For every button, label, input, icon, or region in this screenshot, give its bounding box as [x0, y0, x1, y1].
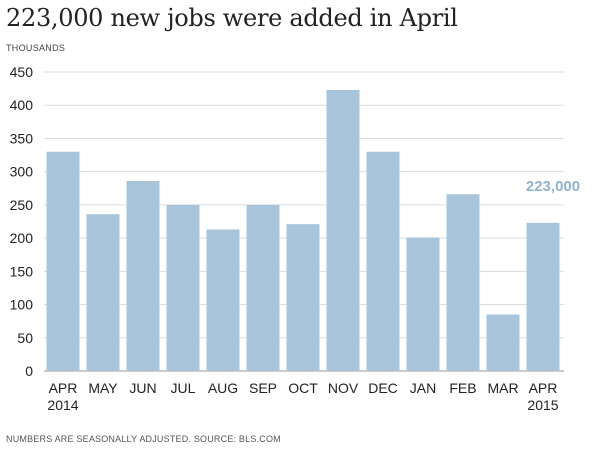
- x-tick-label: MAY: [88, 380, 118, 396]
- x-tick-label: 2014: [47, 397, 78, 413]
- y-tick-label: 0: [25, 363, 33, 379]
- y-tick-label: 300: [10, 164, 34, 180]
- bar: [206, 229, 240, 371]
- y-tick-label: 50: [17, 330, 33, 346]
- x-tick-label: SEP: [249, 380, 277, 396]
- value-annotation: 223,000: [526, 178, 580, 195]
- bar: [366, 151, 400, 371]
- y-axis-label: THOUSANDS: [6, 43, 66, 53]
- x-tick-label: JUL: [171, 380, 196, 396]
- bar: [406, 237, 440, 371]
- y-tick-label: 150: [10, 263, 34, 279]
- bar: [286, 224, 320, 371]
- bar: [126, 180, 160, 371]
- bar: [86, 214, 120, 371]
- x-tick-label: DEC: [368, 380, 398, 396]
- x-tick-label: OCT: [288, 380, 318, 396]
- bar: [166, 204, 200, 371]
- bar: [446, 194, 480, 371]
- x-tick-label: 2015: [527, 397, 558, 413]
- x-tick-label: APR: [529, 380, 558, 396]
- x-tick-label: FEB: [449, 380, 476, 396]
- y-tick-label: 100: [10, 297, 34, 313]
- x-tick-label: AUG: [208, 380, 238, 396]
- source-note: NUMBERS ARE SEASONALLY ADJUSTED. SOURCE:…: [6, 434, 281, 444]
- x-tick-label: JAN: [410, 380, 436, 396]
- bar: [486, 314, 520, 371]
- x-tick-label: NOV: [328, 380, 359, 396]
- chart-title: 223,000 new jobs were added in April: [6, 4, 458, 32]
- y-tick-label: 400: [10, 97, 34, 113]
- x-tick-label: JUN: [129, 380, 156, 396]
- y-tick-label: 450: [10, 64, 34, 80]
- bar: [246, 204, 280, 371]
- y-tick-label: 250: [10, 197, 34, 213]
- x-tick-label: MAR: [487, 380, 518, 396]
- bar: [46, 151, 80, 371]
- y-tick-label: 200: [10, 230, 34, 246]
- bar: [326, 89, 360, 371]
- bar: [526, 222, 560, 371]
- y-tick-label: 350: [10, 130, 34, 146]
- x-tick-label: APR: [49, 380, 78, 396]
